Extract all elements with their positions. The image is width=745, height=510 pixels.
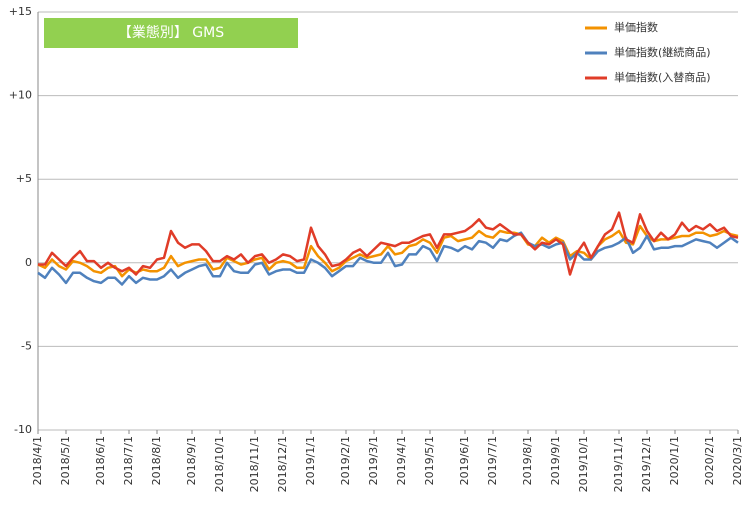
legend-label: 単価指数(継続商品) bbox=[614, 45, 711, 59]
x-tick-label: 2018/7/1 bbox=[122, 436, 135, 485]
x-tick-label: 2018/6/1 bbox=[94, 436, 107, 485]
y-tick-label: -5 bbox=[21, 339, 32, 352]
legend-label: 単価指数(入替商品) bbox=[614, 70, 711, 84]
series-line bbox=[37, 231, 739, 286]
x-tick-label: 2019/7/1 bbox=[486, 436, 499, 485]
x-tick-label: 2018/12/1 bbox=[276, 436, 289, 492]
title-box bbox=[44, 18, 298, 48]
x-tick-label: 2019/9/1 bbox=[549, 436, 562, 485]
x-tick-label: 2019/4/1 bbox=[395, 436, 408, 485]
x-tick-label: 2019/5/1 bbox=[423, 436, 436, 485]
x-tick-label: 2018/8/1 bbox=[150, 436, 163, 485]
chart-title: 【業態別】 GMS bbox=[118, 25, 224, 41]
x-tick-label: 2018/9/1 bbox=[185, 436, 198, 485]
x-tick-label: 2019/12/1 bbox=[640, 436, 653, 492]
series-line bbox=[37, 224, 739, 278]
y-tick-label: +15 bbox=[9, 5, 32, 18]
y-tick-label: -10 bbox=[14, 423, 32, 436]
x-tick-label: 2019/1/1 bbox=[304, 436, 317, 485]
x-tick-label: 2020/3/1 bbox=[731, 436, 744, 485]
x-tick-label: 2019/11/1 bbox=[612, 436, 625, 492]
x-tick-label: 2018/10/1 bbox=[213, 436, 226, 492]
x-tick-label: 2019/10/1 bbox=[577, 436, 590, 492]
x-tick-label: 2019/8/1 bbox=[521, 436, 534, 485]
y-tick-label: +5 bbox=[16, 172, 32, 185]
x-tick-label: 2020/2/1 bbox=[703, 436, 716, 485]
legend-label: 単価指数 bbox=[614, 20, 658, 34]
x-tick-label: 2019/6/1 bbox=[458, 436, 471, 485]
series-line bbox=[38, 211, 739, 276]
x-tick-label: 2018/5/1 bbox=[59, 436, 72, 485]
x-tick-label: 2019/3/1 bbox=[367, 436, 380, 485]
x-tick-label: 2018/4/1 bbox=[31, 436, 44, 485]
x-tick-label: 2019/2/1 bbox=[339, 436, 352, 485]
y-tick-label: 0 bbox=[25, 256, 32, 269]
x-tick-label: 2018/11/1 bbox=[248, 436, 261, 492]
y-tick-label: +10 bbox=[9, 89, 32, 102]
x-tick-label: 2020/1/1 bbox=[668, 436, 681, 485]
